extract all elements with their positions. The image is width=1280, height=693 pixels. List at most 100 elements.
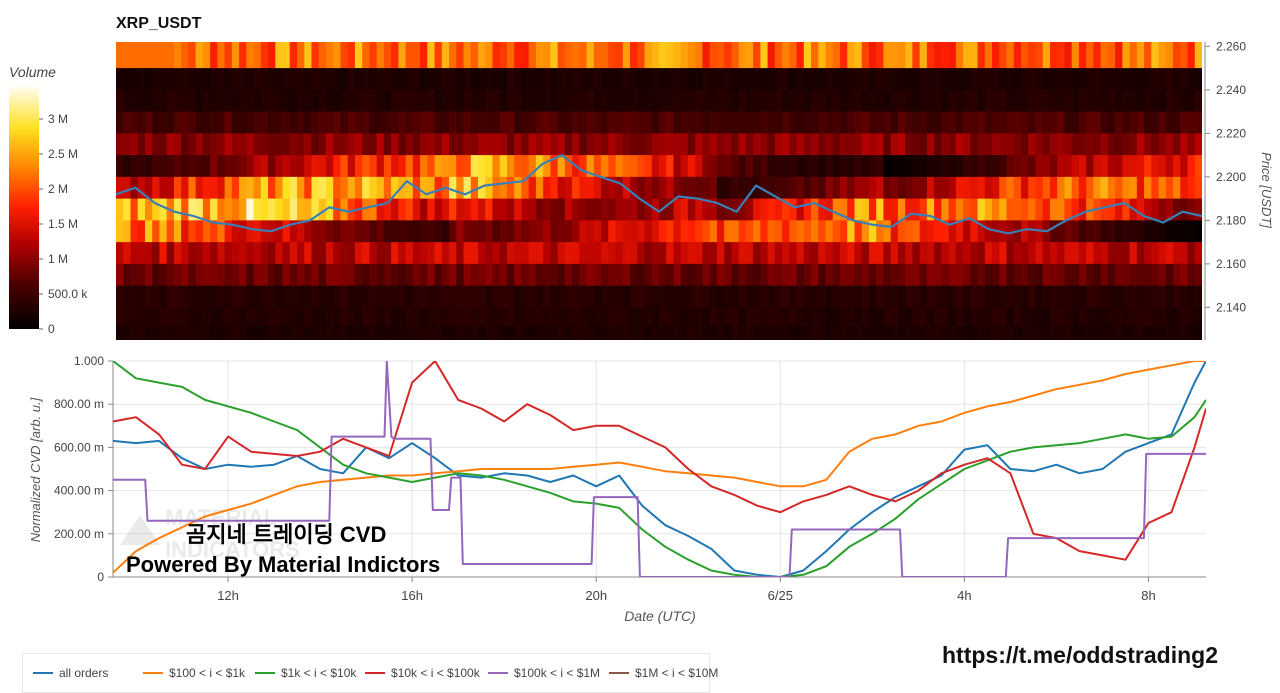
heatmap-cell	[543, 133, 551, 156]
heatmap-cell	[456, 89, 465, 113]
heatmap-cell	[166, 242, 175, 265]
heatmap-cell	[1158, 263, 1167, 287]
heatmap-cell	[695, 285, 704, 308]
heatmap-cell	[239, 263, 247, 287]
heatmap-cell	[709, 220, 718, 243]
heatmap-cell	[506, 176, 515, 200]
heatmap-cell	[130, 307, 139, 327]
heatmap-cell	[926, 242, 935, 265]
heatmap-cell	[883, 220, 892, 243]
heatmap-cell	[897, 42, 906, 69]
heatmap-cell	[181, 307, 189, 327]
heatmap-cell	[1100, 176, 1109, 200]
heatmap-cell	[601, 89, 609, 113]
heatmap-cell	[832, 89, 841, 113]
heatmap-cell	[173, 307, 182, 327]
heatmap-cell	[1194, 68, 1202, 91]
heatmap-cell	[485, 42, 494, 69]
heatmap-cell	[362, 133, 370, 156]
heatmap-cell	[485, 307, 494, 327]
heatmap-cell	[369, 42, 378, 69]
heatmap-cell	[1086, 89, 1094, 113]
heatmap-cell	[659, 133, 667, 156]
heatmap-cell	[253, 198, 262, 221]
heatmap-cell	[738, 198, 747, 221]
heatmap-cell	[297, 133, 305, 156]
heatmap-cell	[434, 220, 443, 243]
heatmap-cell	[456, 155, 465, 178]
heatmap-cell	[586, 155, 595, 178]
heatmap-cell	[1187, 42, 1196, 69]
heatmap-cell	[159, 285, 168, 308]
heatmap-cell	[579, 285, 588, 308]
heatmap-cell	[1006, 42, 1015, 69]
heatmap-cell	[1006, 176, 1015, 200]
heatmap-cell	[1194, 133, 1202, 156]
heatmap-cell	[890, 198, 899, 221]
heatmap-cell	[499, 133, 508, 156]
heatmap-cell	[362, 111, 370, 134]
heatmap-cell	[615, 198, 624, 221]
heatmap-cell	[1035, 307, 1044, 327]
heatmap-cell	[275, 285, 284, 308]
heatmap-cell	[499, 307, 508, 327]
heatmap-cell	[760, 263, 769, 287]
legend-item[interactable]: $10k < i < $100k	[365, 666, 480, 680]
heatmap-cell	[912, 42, 921, 69]
heatmap-cell	[1006, 68, 1015, 91]
footer-url[interactable]: https://t.me/oddstrading2	[942, 642, 1218, 668]
heatmap-cell	[1173, 111, 1181, 134]
heatmap-cell	[492, 42, 501, 69]
heatmap-cell	[181, 133, 189, 156]
heatmap-cell	[905, 133, 913, 156]
heatmap-cell	[1093, 263, 1102, 287]
heatmap-cell	[405, 155, 414, 178]
heatmap-cell	[181, 242, 189, 265]
heatmap-cell	[239, 42, 247, 69]
legend-item[interactable]: all orders	[33, 666, 108, 680]
legend-label: $1k < i < $10k	[281, 666, 357, 680]
heatmap-cell	[825, 220, 834, 243]
heatmap-cell	[478, 133, 486, 156]
legend-item[interactable]: $1k < i < $10k	[255, 666, 356, 680]
heatmap-cell	[637, 155, 646, 178]
heatmap-cell	[782, 325, 790, 340]
heatmap-cell	[695, 155, 704, 178]
heatmap-cell	[941, 68, 950, 91]
heatmap-cell	[239, 176, 247, 200]
heatmap-cell	[1173, 307, 1181, 327]
heatmap-cell	[897, 285, 906, 308]
heatmap-cell	[1107, 220, 1116, 243]
heatmap-cell	[767, 133, 776, 156]
heatmap-cell	[1086, 242, 1094, 265]
heatmap-cell	[123, 325, 132, 340]
cvd-x-tick-label: 20h	[585, 588, 607, 603]
heatmap-cell	[803, 89, 812, 113]
heatmap-cell	[311, 111, 320, 134]
legend-item[interactable]: $100k < i < $1M	[488, 666, 600, 680]
heatmap-cell	[1173, 285, 1181, 308]
colorbar-tick-label: 1 M	[48, 252, 68, 266]
heatmap-cell	[948, 307, 957, 327]
heatmap-cell	[354, 42, 363, 69]
heatmap-cell	[818, 307, 827, 327]
legend-item[interactable]: $1M < i < $10M	[609, 666, 718, 680]
legend-label: $1M < i < $10M	[635, 666, 719, 680]
heatmap-cell	[999, 263, 1008, 287]
heatmap-cell	[666, 89, 675, 113]
heatmap-cell	[1086, 307, 1094, 327]
heatmap-cell	[796, 307, 805, 327]
heatmap-cell	[687, 111, 696, 134]
heatmap-cell	[724, 111, 732, 134]
heatmap-cell	[1100, 155, 1109, 178]
heatmap-cell	[535, 176, 544, 200]
heatmap-cell	[470, 155, 479, 178]
heatmap-cell	[173, 111, 182, 134]
heatmap-cell	[231, 307, 240, 327]
heatmap-cell	[1129, 220, 1138, 243]
legend-item[interactable]: $100 < i < $1k	[143, 666, 245, 680]
heatmap-cell	[1071, 307, 1080, 327]
heatmap-cell	[811, 307, 819, 327]
heatmap-cell	[847, 307, 856, 327]
heatmap-cell	[876, 42, 885, 69]
